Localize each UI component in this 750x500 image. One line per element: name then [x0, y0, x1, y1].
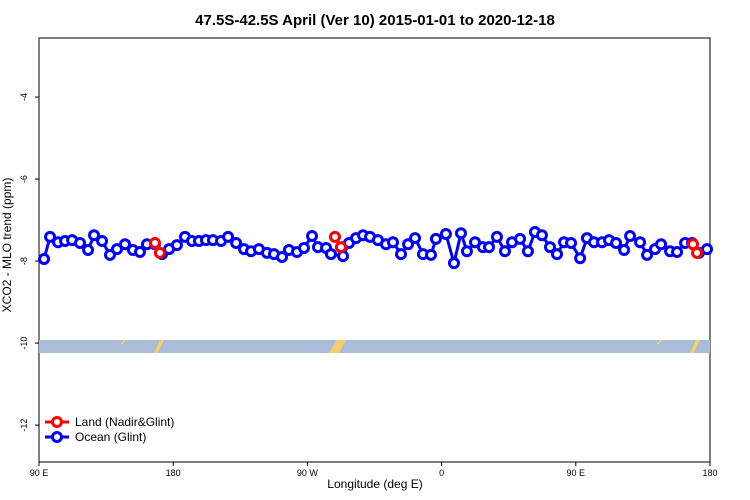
- land-mask-band: [39, 340, 710, 353]
- x-axis-label: Longitude (deg E): [327, 477, 422, 491]
- data-point: [297, 241, 310, 254]
- data-point: [429, 232, 442, 245]
- land-strips: [121, 340, 700, 353]
- legend-marker: [51, 431, 63, 443]
- y-tick-label: -4: [19, 93, 29, 101]
- data-point: [230, 237, 243, 250]
- data-point: [460, 245, 473, 258]
- y-tick-label: -10: [19, 337, 29, 350]
- x-tick-label: 90 E: [30, 468, 49, 478]
- data-point: [402, 238, 415, 251]
- data-point: [691, 246, 704, 259]
- data-point: [514, 232, 527, 245]
- data-point: [701, 243, 714, 256]
- y-tick-label: -8: [19, 257, 29, 265]
- data-point: [74, 237, 87, 250]
- data-point: [386, 236, 399, 249]
- data-point: [551, 248, 564, 261]
- data-point: [395, 248, 408, 261]
- data-point: [454, 227, 467, 240]
- legend-marker: [51, 416, 63, 428]
- x-tick-label: 180: [702, 468, 717, 478]
- data-point: [574, 252, 587, 265]
- legend-label: Land (Nadir&Glint): [75, 415, 174, 429]
- data-point: [618, 244, 631, 256]
- data-point: [149, 237, 162, 250]
- x-tick-label: 90 W: [297, 468, 319, 478]
- data-point: [88, 229, 101, 242]
- data-point: [565, 237, 578, 250]
- data-point: [222, 230, 235, 243]
- data-point: [119, 238, 132, 251]
- data-point: [96, 234, 109, 247]
- data-point: [133, 246, 146, 259]
- data-point: [44, 230, 57, 243]
- data-point: [521, 245, 534, 258]
- data-point: [671, 246, 684, 259]
- legend-label: Ocean (Glint): [75, 430, 146, 444]
- data-point: [655, 238, 668, 251]
- data-point: [170, 239, 183, 252]
- x-tick-label: 0: [439, 468, 444, 478]
- data-point: [276, 250, 289, 263]
- chart-title: 47.5S-42.5S April (Ver 10) 2015-01-01 to…: [195, 12, 555, 29]
- data-point: [328, 230, 341, 243]
- data-point: [110, 243, 123, 256]
- y-axis-label: XCO2 - MLO trend (ppm): [0, 178, 14, 313]
- y-tick-label: -12: [19, 419, 29, 432]
- data-point: [498, 245, 511, 258]
- data-point: [483, 241, 496, 254]
- data-point: [624, 230, 637, 243]
- data-point: [153, 246, 166, 259]
- data-point: [535, 229, 548, 242]
- data-point: [306, 230, 319, 243]
- data-point: [641, 248, 654, 261]
- data-point: [610, 237, 623, 250]
- data-point: [544, 241, 557, 254]
- data-point: [447, 257, 460, 270]
- data-point: [634, 236, 647, 249]
- data-point: [324, 248, 337, 261]
- x-tick-label: 180: [166, 468, 181, 478]
- data-point: [490, 230, 503, 243]
- data-point: [334, 241, 347, 254]
- data-point: [409, 232, 422, 245]
- data-point: [425, 248, 438, 261]
- data-point: [82, 244, 95, 256]
- data-point: [439, 228, 452, 241]
- data-point: [38, 253, 51, 266]
- y-tick-label: -6: [19, 175, 29, 183]
- x-tick-label: 90 E: [567, 468, 586, 478]
